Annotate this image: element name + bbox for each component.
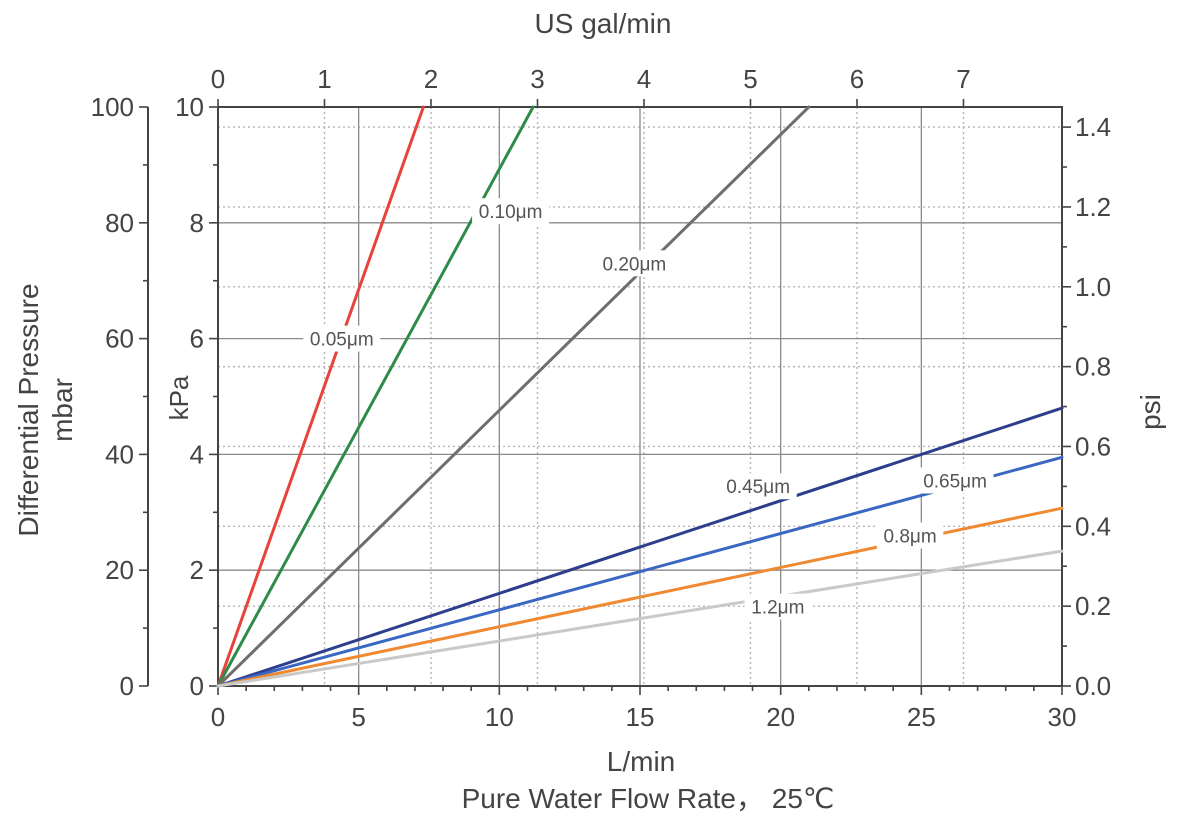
top-tick-label: 1 [317,64,331,94]
annotation-label-6: 1.2μm [751,598,804,619]
top-tick-label: 2 [424,64,438,94]
psi-tick-label: 1.0 [1075,272,1111,302]
mbar-tick-label: 0 [120,671,134,701]
psi-tick-label: 0.8 [1075,352,1111,382]
annotation-box-3 [719,473,797,500]
annotation-label-2: 0.20μm [602,254,666,275]
psi-tick-label: 0.0 [1075,671,1111,701]
left-axis-title-line1: Differential Pressure [13,283,44,536]
annotation-box-6 [744,593,812,620]
x-tick-label: 30 [1048,702,1077,732]
top-axis-title: US gal/min [535,8,672,39]
x-tick-label: 5 [351,702,365,732]
bottom-axis-title: L/min [607,746,675,777]
series-line-3 [216,406,1064,688]
series-line-4 [216,455,1064,688]
axes [139,99,1071,695]
annotation-box-4 [916,467,994,494]
annotation-label-3: 0.45μm [726,477,790,498]
psi-axis-title: psi [1135,394,1166,430]
top-tick-label: 5 [743,64,757,94]
kpa-tick-label: 4 [190,439,204,469]
top-tick-label: 6 [850,64,864,94]
x-tick-label: 15 [626,702,655,732]
mbar-tick-label: 40 [105,439,134,469]
mbar-tick-label: 20 [105,555,134,585]
top-tick-label: 7 [956,64,970,94]
chart-caption: Pure Water Flow Rate， 25℃ [462,783,835,814]
top-tick-label: 4 [637,64,651,94]
kpa-tick-label: 10 [175,92,204,122]
x-tick-label: 0 [211,702,225,732]
annotation-box-1 [472,198,550,225]
mbar-tick-label: 60 [105,324,134,354]
mbar-tick-label: 80 [105,208,134,238]
kpa-tick-label: 2 [190,555,204,585]
x-tick-label: 10 [485,702,514,732]
annotation-label-1: 0.10μm [479,202,543,223]
psi-tick-label: 1.2 [1075,192,1111,222]
series-line-0 [216,105,425,688]
annotation-label-5: 0.8μm [883,526,936,547]
annotation-box-2 [595,250,673,277]
series-line-2 [216,105,811,688]
series-line-6 [216,549,1064,688]
top-tick-label: 3 [530,64,544,94]
left-axis-title-line2: mbar [47,378,78,442]
series-annotations: 0.05μm 0.10μm 0.20μm 0.45μm 0.65μm 0.8μm 1.2μm [303,198,994,620]
tick-labels: 0 5 10 15 20 25 300 1 2 3 4 5 6 702468100204060801000… [91,64,1112,732]
annotation-label-4: 0.65μm [923,471,987,492]
psi-tick-label: 1.4 [1075,112,1111,142]
kpa-tick-label: 6 [190,324,204,354]
top-tick-label: 0 [211,64,225,94]
annotation-box-0 [303,325,381,352]
grid [218,107,1062,686]
kpa-tick-label: 8 [190,208,204,238]
psi-tick-label: 0.4 [1075,511,1111,541]
annotation-box-5 [876,522,944,549]
kpa-tick-label: 0 [190,671,204,701]
x-tick-label: 20 [766,702,795,732]
psi-tick-label: 0.2 [1075,591,1111,621]
psi-tick-label: 0.6 [1075,431,1111,461]
mbar-tick-label: 100 [91,92,134,122]
x-tick-label: 25 [907,702,936,732]
annotation-label-0: 0.05μm [310,330,374,351]
kpa-axis-title: kPa [164,375,194,420]
